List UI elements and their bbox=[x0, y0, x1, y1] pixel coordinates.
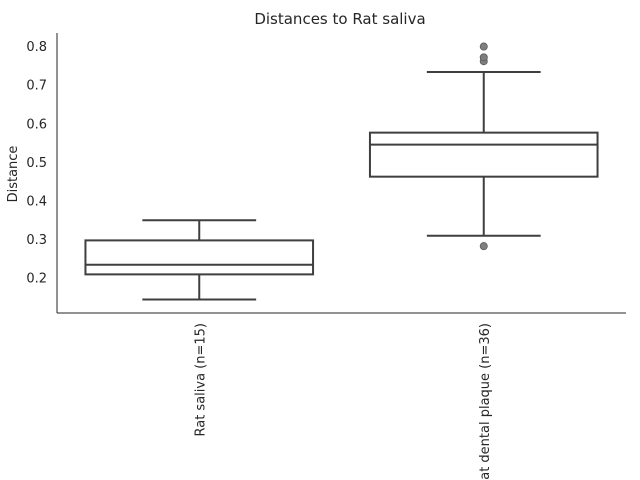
box-iqr bbox=[368, 131, 599, 178]
chart-title: Distances to Rat saliva bbox=[254, 10, 425, 28]
outlier-point bbox=[479, 53, 488, 62]
x-tick-label: Rat dental plaque (n=36) bbox=[478, 323, 493, 480]
outlier-point bbox=[479, 242, 488, 251]
y-tick-label: 0.8 bbox=[26, 40, 47, 55]
x-tick-label: Rat saliva (n=15) bbox=[193, 323, 208, 437]
y-tick-label: 0.2 bbox=[26, 272, 47, 287]
y-axis-label: Distance bbox=[6, 146, 21, 203]
y-tick-label: 0.6 bbox=[26, 117, 47, 132]
y-tick-label: 0.4 bbox=[26, 195, 47, 210]
outlier-point bbox=[479, 42, 488, 51]
y-tick-label: 0.5 bbox=[26, 156, 47, 171]
plot-area: 0.2 0.3 0.4 0.5 0.6 0.7 0.8 Rat saliva (n=15) Ra… bbox=[26, 33, 626, 480]
y-tick-label: 0.3 bbox=[26, 233, 47, 248]
box-iqr bbox=[84, 239, 315, 276]
y-tick-label: 0.7 bbox=[26, 79, 47, 94]
